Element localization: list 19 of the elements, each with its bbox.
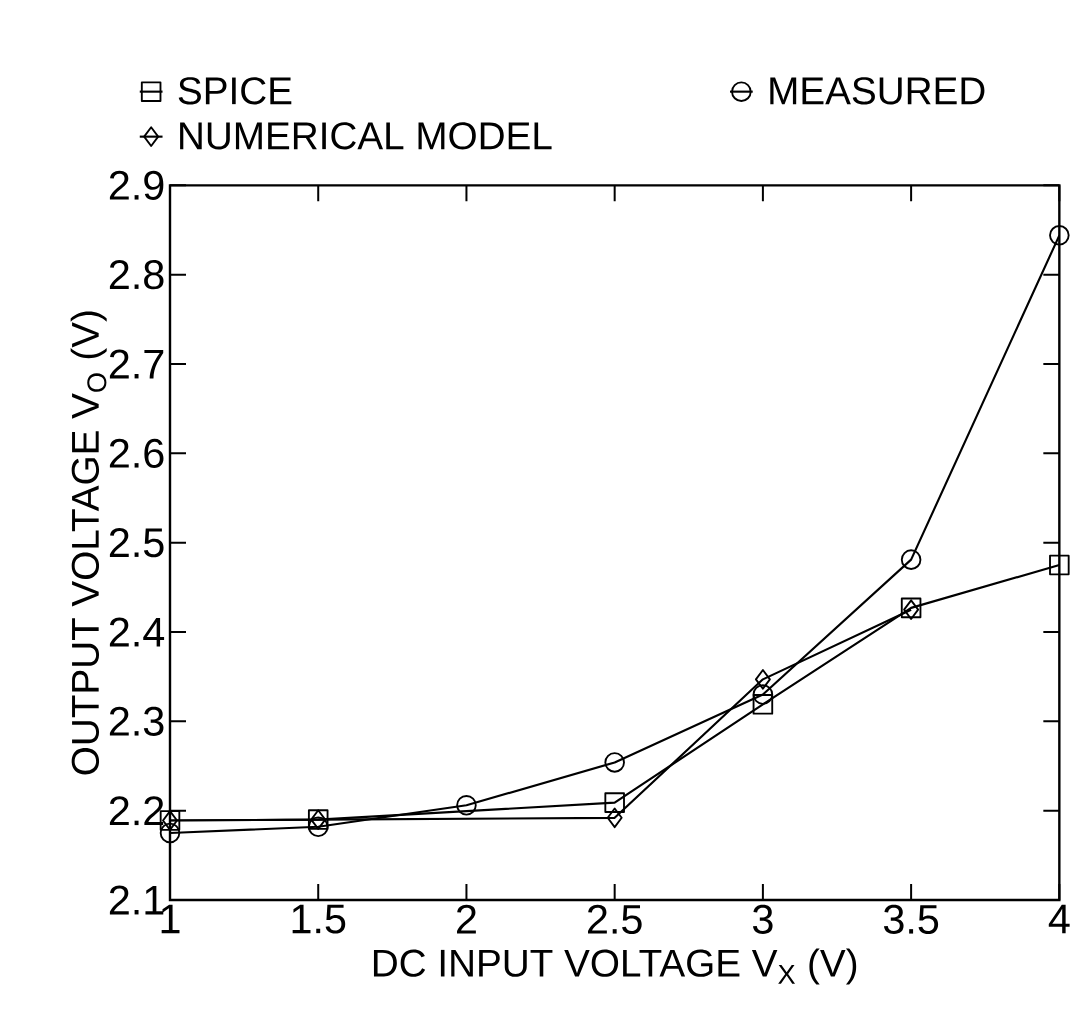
y-tick-label: 2.3 xyxy=(109,706,164,736)
y-tick-label: 2.7 xyxy=(109,349,164,379)
y-axis-title: OUTPUT VOLTAGE V$_{O}$ (V) xyxy=(70,311,107,775)
x-tick-label: 2.5 xyxy=(588,904,642,934)
y-tick-label: 2.8 xyxy=(109,260,164,290)
y-tick-label: 2.9 xyxy=(109,170,164,200)
x-tick-label: 3 xyxy=(752,904,773,934)
y-tick-label: 2.2 xyxy=(109,796,164,826)
x-tick-label: 2 xyxy=(457,904,476,934)
y-tick-label: 2.4 xyxy=(109,617,165,647)
legend-label: NUMERICAL MODEL xyxy=(180,122,552,150)
x-tick-label: 4 xyxy=(1048,904,1070,934)
x-tick-label: 3.5 xyxy=(883,904,939,934)
legend-label: MEASURED xyxy=(770,77,985,105)
legend-label: SPICE xyxy=(178,77,292,105)
x-tick-label: 1.5 xyxy=(292,904,346,934)
x-axis-title: DC INPUT VOLTAGE V$_{X}$ (V) xyxy=(373,948,857,985)
y-tick-label: 2.5 xyxy=(109,528,164,558)
y-tick-label: 2.6 xyxy=(109,438,164,468)
